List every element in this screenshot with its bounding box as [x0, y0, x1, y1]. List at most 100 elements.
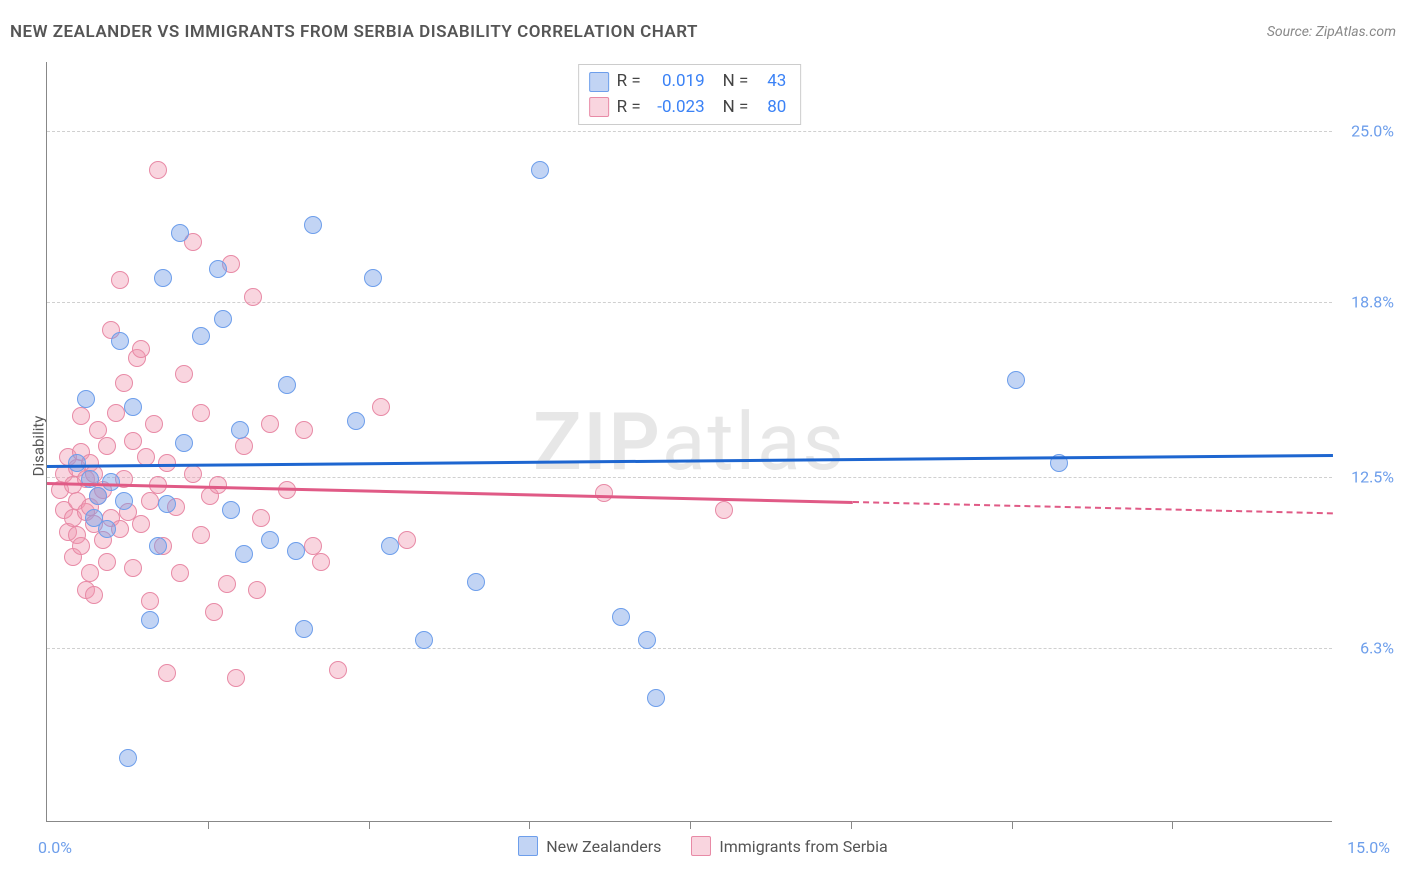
data-point	[192, 327, 210, 345]
x-tick	[529, 821, 530, 829]
data-point	[72, 537, 90, 555]
data-point	[85, 586, 103, 604]
data-point	[158, 454, 176, 472]
scatter-chart: ZIPatlas R =0.019N =43R =-0.023N =80 6.3…	[46, 62, 1332, 822]
data-point	[154, 269, 172, 287]
data-point	[372, 398, 390, 416]
data-point	[261, 531, 279, 549]
data-point	[68, 454, 86, 472]
data-point	[149, 537, 167, 555]
legend-swatch	[518, 836, 538, 856]
data-point	[715, 501, 733, 519]
legend-item: New Zealanders	[518, 836, 661, 856]
legend-n-label: N =	[723, 69, 749, 95]
x-tick	[208, 821, 209, 829]
trendline	[47, 454, 1333, 468]
data-point	[227, 669, 245, 687]
y-axis-title: Disability	[29, 416, 47, 477]
data-point	[119, 749, 137, 767]
data-point	[364, 269, 382, 287]
chart-source: Source: ZipAtlas.com	[1267, 24, 1396, 40]
data-point	[222, 501, 240, 519]
data-point	[192, 526, 210, 544]
data-point	[261, 415, 279, 433]
data-point	[81, 564, 99, 582]
data-point	[205, 603, 223, 621]
legend-n-value: 80	[756, 95, 786, 121]
stats-legend-row: R =-0.023N =80	[589, 95, 787, 121]
data-point	[115, 492, 133, 510]
legend-n-value: 43	[756, 69, 786, 95]
data-point	[98, 553, 116, 571]
data-point	[132, 515, 150, 533]
data-point	[107, 404, 125, 422]
legend-n-label: N =	[723, 95, 749, 121]
legend-r-value: 0.019	[649, 69, 705, 95]
data-point	[231, 421, 249, 439]
data-point	[312, 553, 330, 571]
data-point	[398, 531, 416, 549]
y-tick-label: 18.8%	[1339, 293, 1394, 312]
data-point	[77, 390, 95, 408]
data-point	[124, 398, 142, 416]
data-point	[295, 620, 313, 638]
data-point	[304, 537, 322, 555]
data-point	[175, 365, 193, 383]
data-point	[347, 412, 365, 430]
data-point	[415, 631, 433, 649]
data-point	[111, 271, 129, 289]
data-point	[467, 573, 485, 591]
watermark: ZIPatlas	[533, 395, 846, 489]
data-point	[141, 492, 159, 510]
legend-label: Immigrants from Serbia	[719, 837, 887, 856]
data-point	[72, 407, 90, 425]
data-point	[89, 487, 107, 505]
legend-r-label: R =	[617, 69, 641, 95]
y-tick-label: 6.3%	[1339, 638, 1394, 657]
x-tick	[1172, 821, 1173, 829]
data-point	[132, 340, 150, 358]
data-point	[141, 611, 159, 629]
data-point	[158, 664, 176, 682]
data-point	[111, 332, 129, 350]
data-point	[171, 224, 189, 242]
data-point	[145, 415, 163, 433]
data-point	[218, 575, 236, 593]
legend-swatch	[589, 97, 609, 117]
data-point	[638, 631, 656, 649]
data-point	[612, 608, 630, 626]
series-legend: New Zealanders Immigrants from Serbia	[0, 836, 1406, 856]
data-point	[175, 434, 193, 452]
x-tick	[851, 821, 852, 829]
chart-header: NEW ZEALANDER VS IMMIGRANTS FROM SERBIA …	[10, 22, 1396, 42]
gridline	[47, 302, 1332, 303]
data-point	[244, 288, 262, 306]
data-point	[329, 661, 347, 679]
legend-swatch	[691, 836, 711, 856]
data-point	[141, 592, 159, 610]
data-point	[287, 542, 305, 560]
legend-label: New Zealanders	[546, 837, 661, 856]
data-point	[295, 421, 313, 439]
data-point	[647, 689, 665, 707]
gridline	[47, 648, 1332, 649]
data-point	[235, 437, 253, 455]
data-point	[1007, 371, 1025, 389]
data-point	[209, 260, 227, 278]
data-point	[124, 432, 142, 450]
x-tick	[369, 821, 370, 829]
data-point	[248, 581, 266, 599]
data-point	[214, 310, 232, 328]
data-point	[235, 545, 253, 563]
data-point	[595, 484, 613, 502]
trendline	[853, 501, 1333, 514]
data-point	[98, 520, 116, 538]
y-tick-label: 25.0%	[1339, 122, 1394, 141]
y-tick-label: 12.5%	[1339, 467, 1394, 486]
data-point	[278, 481, 296, 499]
legend-item: Immigrants from Serbia	[691, 836, 887, 856]
data-point	[278, 376, 296, 394]
data-point	[171, 564, 189, 582]
data-point	[102, 473, 120, 491]
stats-legend-row: R = 0.019 N = 43	[589, 69, 787, 95]
